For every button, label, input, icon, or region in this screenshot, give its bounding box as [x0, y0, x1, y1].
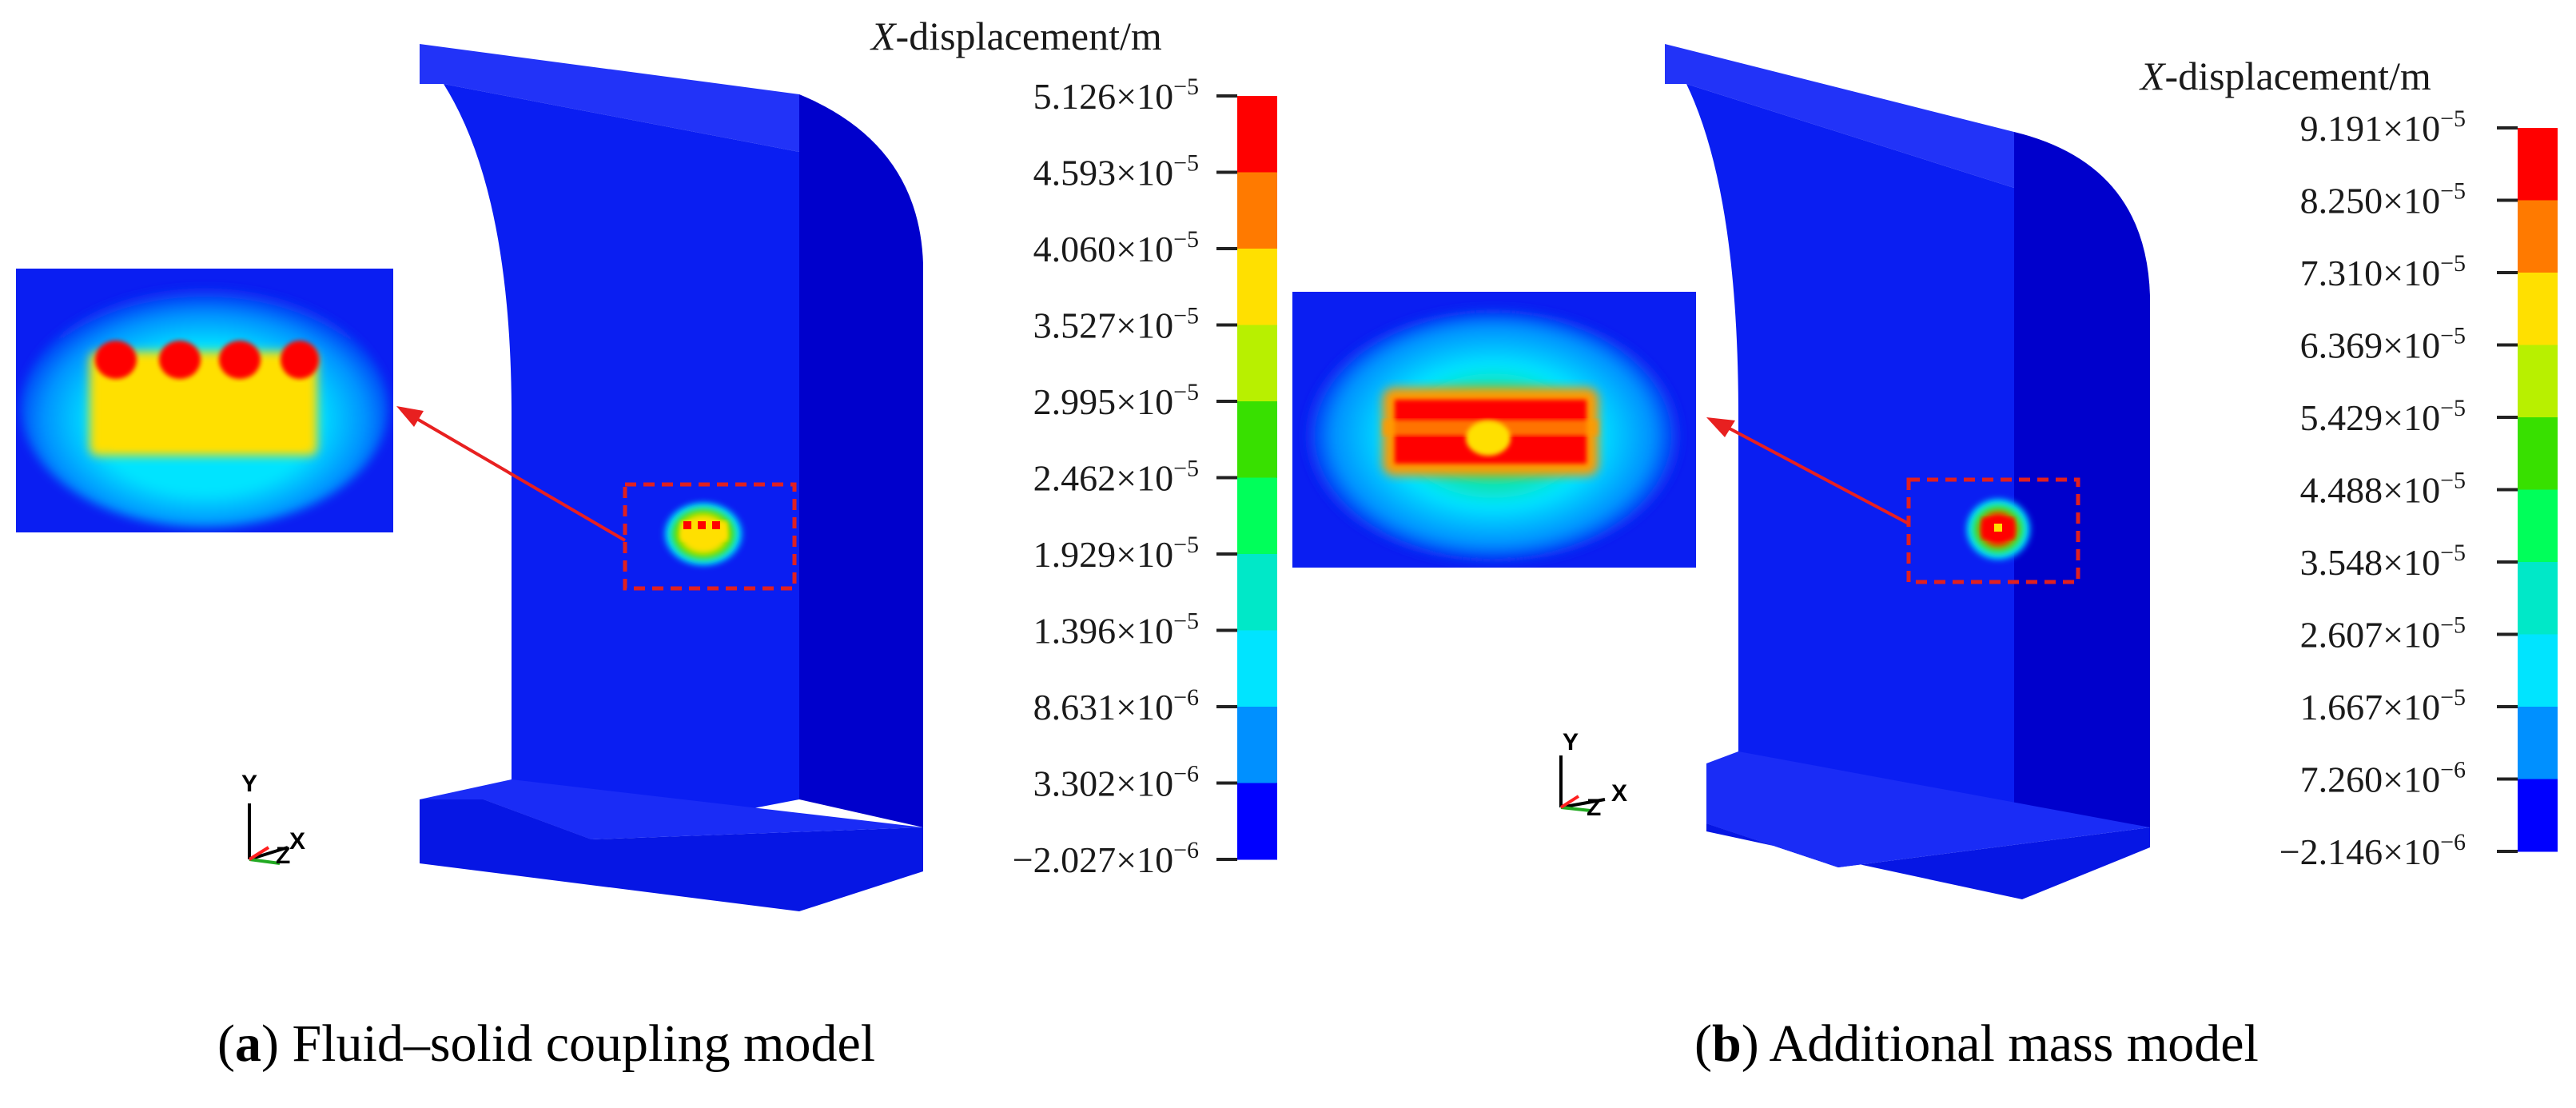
- panel-a: Y X Z X-displacement/m 5.126×10−54.593×1…: [16, 14, 1277, 911]
- panel-b: Y X Z X-displacement/m 9.191×10−58.250×1…: [1292, 44, 2558, 899]
- axis-label-y-a: Y: [241, 771, 257, 797]
- legend-tick-label-a-4: 2.995×10−5: [1033, 379, 1199, 422]
- caption-text-b: Additional mass model: [1769, 1014, 2259, 1073]
- selection-box-a: [623, 482, 797, 591]
- legend-swatch-a-1: [1237, 172, 1277, 249]
- legend-tick-label-b-5: 4.488×10−5: [2300, 468, 2466, 511]
- legend-swatch-b-4: [2518, 417, 2558, 490]
- zoom-arrow-b: [1706, 417, 1909, 525]
- legend-tick-label-a-10: −2.027×10−6: [1013, 837, 1199, 880]
- legend-tick-label-a-5: 2.462×10−5: [1033, 456, 1199, 499]
- axis-label-x-a: X: [289, 828, 305, 855]
- dam-front-face-a: [444, 84, 799, 839]
- legend-tick-label-a-6: 1.929×10−5: [1033, 532, 1199, 575]
- legend-title-var-a: X: [870, 14, 898, 58]
- legend-tick-label-b-10: −2.146×10−6: [2279, 829, 2466, 872]
- tick-labels-a: 5.126×10−5 4.593×10−5 4.060×10−5 3.527×10−5…: [1013, 74, 1237, 880]
- legend-swatch-a-2: [1237, 249, 1277, 325]
- legend-title-b: X-displacement/m: [2139, 54, 2431, 98]
- color-bar-a: [1237, 96, 1277, 860]
- caption-letter-b: b: [1711, 1014, 1742, 1073]
- axis-label-z-a: Z: [276, 843, 290, 869]
- caption-letter-a: a: [234, 1014, 261, 1073]
- axis-label-z-b: Z: [1587, 795, 1601, 821]
- legend-swatch-b-3: [2518, 345, 2558, 418]
- axis-triad-a: Y X Z: [241, 771, 305, 869]
- dam-model-b: [1665, 44, 2150, 899]
- legend-swatch-a-5: [1237, 477, 1277, 555]
- dam-top-face-b: [1665, 44, 2014, 188]
- dam-side-face-a: [799, 94, 923, 827]
- legend-tick-label-b-1: 8.250×10−5: [2300, 178, 2466, 221]
- dam-base-face-a: [420, 799, 923, 911]
- legend-tick-label-b-7: 2.607×10−5: [2300, 612, 2466, 656]
- legend-swatch-a-0: [1237, 96, 1277, 173]
- legend-tick-label-b-3: 6.369×10−5: [2300, 323, 2466, 366]
- dam-base-top-b: [1706, 751, 2150, 867]
- dam-top-face-a: [420, 44, 799, 152]
- legend-swatch-a-3: [1237, 325, 1277, 402]
- color-legend-a: X-displacement/m 5.126×10−5 4.593×10−5 4.0…: [870, 14, 1277, 880]
- legend-tick-label-a-9: 3.302×10−6: [1033, 761, 1199, 804]
- legend-swatch-b-2: [2518, 273, 2558, 345]
- axis-label-x-b: X: [1611, 780, 1627, 807]
- dam-base-top-a: [420, 779, 923, 839]
- selection-box-b: [1906, 477, 2080, 584]
- legend-title-a: X-displacement/m: [870, 14, 1162, 58]
- legend-swatch-a-7: [1237, 630, 1277, 707]
- color-bar-b: [2518, 128, 2558, 852]
- caption-b: (b) Additional mass model: [1694, 1014, 2259, 1073]
- legend-title-rest-a: -displacement/m: [896, 14, 1162, 58]
- legend-tick-label-b-2: 7.310×10−5: [2300, 250, 2466, 293]
- legend-swatch-b-1: [2518, 200, 2558, 273]
- legend-tick-label-b-6: 3.548×10−5: [2300, 540, 2466, 583]
- dam-model-a: [420, 44, 923, 911]
- legend-swatch-b-6: [2518, 562, 2558, 635]
- legend-tick-label-a-8: 8.631×10−6: [1033, 684, 1199, 727]
- legend-title-var-b: X: [2139, 54, 2167, 98]
- legend-tick-label-b-9: 7.260×10−6: [2300, 757, 2466, 800]
- legend-swatch-b-5: [2518, 489, 2558, 563]
- legend-swatch-a-8: [1237, 707, 1277, 783]
- dam-side-face-b: [2014, 132, 2150, 827]
- legend-swatch-a-9: [1237, 783, 1277, 860]
- legend-swatch-a-4: [1237, 401, 1277, 478]
- axis-triad-b: Y X Z: [1559, 729, 1627, 821]
- legend-tick-label-b-8: 1.667×10−5: [2300, 684, 2466, 727]
- legend-title-rest-b: -displacement/m: [2165, 54, 2431, 98]
- legend-tick-label-b-0: 9.191×10−5: [2300, 106, 2466, 149]
- zoom-inset-a: [16, 269, 393, 532]
- legend-tick-label-a-1: 4.593×10−5: [1033, 150, 1199, 193]
- dam-base-face-b: [1706, 763, 2150, 899]
- legend-tick-label-a-2: 4.060×10−5: [1033, 226, 1199, 269]
- legend-tick-label-b-4: 5.429×10−5: [2300, 395, 2466, 438]
- zoom-inset-b: [1292, 292, 1696, 568]
- tick-labels-b: 9.191×10−5 8.250×10−5 7.310×10−5 6.369×10−5…: [2279, 106, 2518, 872]
- zoom-arrow-a: [396, 406, 627, 542]
- caption-a: (a) Fluid–solid coupling model: [217, 1014, 876, 1073]
- legend-tick-label-a-0: 5.126×10−5: [1033, 74, 1199, 117]
- legend-swatch-b-7: [2518, 634, 2558, 707]
- legend-tick-label-a-7: 1.396×10−5: [1033, 608, 1199, 652]
- legend-swatch-b-9: [2518, 779, 2558, 852]
- legend-tick-label-a-3: 3.527×10−5: [1033, 303, 1199, 346]
- legend-swatch-b-0: [2518, 128, 2558, 201]
- color-legend-b: X-displacement/m 9.191×10−5 8.250×10−5 7.3…: [2139, 54, 2558, 872]
- legend-swatch-a-6: [1237, 554, 1277, 631]
- dam-front-face-b: [1686, 84, 2014, 867]
- caption-text-a: Fluid–solid coupling model: [292, 1014, 876, 1073]
- axis-label-y-b: Y: [1563, 729, 1579, 755]
- legend-swatch-b-8: [2518, 707, 2558, 779]
